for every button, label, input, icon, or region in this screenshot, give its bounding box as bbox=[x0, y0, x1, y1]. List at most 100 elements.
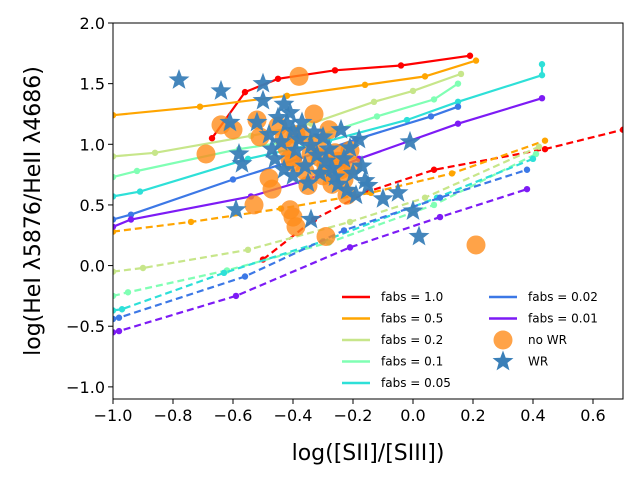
wr-point bbox=[261, 138, 283, 159]
wr-point bbox=[246, 111, 268, 132]
wr-point bbox=[270, 130, 292, 151]
legend-label: WR bbox=[528, 355, 548, 369]
legend-label: no WR bbox=[528, 333, 567, 347]
model-point bbox=[538, 61, 546, 68]
wr-point bbox=[333, 147, 355, 168]
wr-point bbox=[267, 106, 289, 127]
wr-point bbox=[276, 112, 298, 133]
model-point bbox=[373, 113, 381, 120]
model-point bbox=[436, 194, 444, 201]
y-tick-label: 1.0 bbox=[80, 135, 105, 154]
model-point bbox=[115, 327, 123, 335]
legend-wr-marker bbox=[492, 350, 514, 371]
wr-point bbox=[288, 128, 310, 149]
no-wr-point bbox=[304, 104, 324, 124]
model-point bbox=[136, 188, 144, 195]
model-point bbox=[133, 167, 141, 175]
model-point bbox=[196, 103, 204, 110]
wr-point bbox=[219, 111, 241, 132]
model-point bbox=[454, 98, 462, 106]
model-point bbox=[115, 314, 123, 321]
model-point bbox=[244, 246, 252, 254]
y-tick-label: 0.5 bbox=[80, 196, 105, 215]
no-wr-point bbox=[286, 217, 306, 237]
model-point bbox=[538, 95, 546, 102]
wr-point bbox=[282, 164, 304, 185]
model-point bbox=[340, 227, 348, 234]
y-tick-label: 1.5 bbox=[80, 75, 105, 94]
wr-point bbox=[225, 198, 247, 219]
model-point bbox=[113, 153, 117, 160]
wr-point bbox=[357, 174, 379, 195]
wr-point bbox=[348, 128, 370, 149]
x-tick-label: −0.4 bbox=[274, 406, 313, 425]
model-point bbox=[523, 166, 531, 173]
model-point bbox=[448, 170, 456, 177]
model-line-solid bbox=[113, 64, 544, 198]
model-point bbox=[113, 307, 117, 314]
model-point bbox=[127, 216, 135, 223]
wr-point bbox=[354, 169, 376, 190]
wr-point bbox=[345, 184, 367, 205]
model-point bbox=[113, 292, 117, 300]
wr-point bbox=[327, 173, 349, 194]
model-point bbox=[430, 201, 438, 209]
wr-point bbox=[372, 187, 394, 208]
model-line-dashed bbox=[262, 128, 623, 261]
model-point bbox=[457, 70, 465, 78]
wr-point bbox=[273, 93, 295, 114]
model-line-dashed bbox=[113, 139, 546, 233]
no-wr-point bbox=[466, 235, 486, 255]
model-point bbox=[397, 62, 405, 69]
wr-point bbox=[339, 136, 361, 157]
legend: fabs = 1.0 fabs = 0.5 fabs = 0.2 fabs = 0.1… bbox=[342, 290, 598, 390]
wr-point bbox=[285, 139, 307, 160]
legend-label: fabs = 0.1 bbox=[381, 355, 443, 369]
model-point bbox=[113, 268, 117, 275]
y-axis: −1.0 −0.5 0.0 0.5 1.0 1.5 2.0 bbox=[66, 14, 113, 397]
model-point bbox=[538, 71, 546, 79]
legend-label: fabs = 0.5 bbox=[381, 312, 443, 326]
y-tick-label: −0.5 bbox=[66, 317, 105, 336]
x-tick-label: 0.4 bbox=[520, 406, 545, 425]
x-tick-label: −1.0 bbox=[94, 406, 133, 425]
x-tick-label: −0.6 bbox=[214, 406, 253, 425]
legend-label: fabs = 0.05 bbox=[381, 376, 451, 390]
wr-point bbox=[300, 208, 322, 229]
model-point bbox=[454, 103, 462, 110]
wr-point bbox=[351, 155, 373, 176]
legend-label: fabs = 0.01 bbox=[528, 312, 598, 326]
model-point bbox=[619, 126, 623, 133]
model-point bbox=[535, 143, 543, 150]
wr-point bbox=[228, 142, 250, 163]
wr-point bbox=[408, 225, 430, 246]
model-point bbox=[532, 150, 540, 158]
model-point bbox=[113, 173, 117, 181]
model-point bbox=[541, 145, 549, 153]
wr-point bbox=[330, 118, 352, 139]
x-tick-label: −0.8 bbox=[154, 406, 193, 425]
wr-point bbox=[282, 119, 304, 140]
model-point bbox=[430, 96, 438, 103]
wr-point bbox=[294, 155, 316, 176]
wr-point bbox=[300, 134, 322, 155]
x-tick-label: 0.2 bbox=[460, 406, 485, 425]
wr-point bbox=[279, 101, 301, 122]
legend-no-wr-marker bbox=[493, 330, 513, 350]
model-point bbox=[208, 135, 216, 142]
y-axis-label: log(HeI λ5876/HeII λ4686) bbox=[21, 66, 46, 356]
plot-frame bbox=[112, 22, 624, 400]
wr-point bbox=[252, 72, 274, 93]
wr-point bbox=[297, 172, 319, 192]
model-point bbox=[113, 228, 117, 235]
model-point bbox=[403, 116, 411, 124]
model-point bbox=[421, 73, 429, 80]
model-point bbox=[220, 269, 228, 277]
wr-point bbox=[342, 162, 364, 183]
legend-label: fabs = 1.0 bbox=[381, 290, 443, 304]
wr-point bbox=[258, 123, 280, 144]
model-point bbox=[472, 57, 480, 64]
series-layer bbox=[113, 52, 623, 336]
wr-point bbox=[231, 152, 253, 173]
model-point bbox=[151, 149, 159, 156]
